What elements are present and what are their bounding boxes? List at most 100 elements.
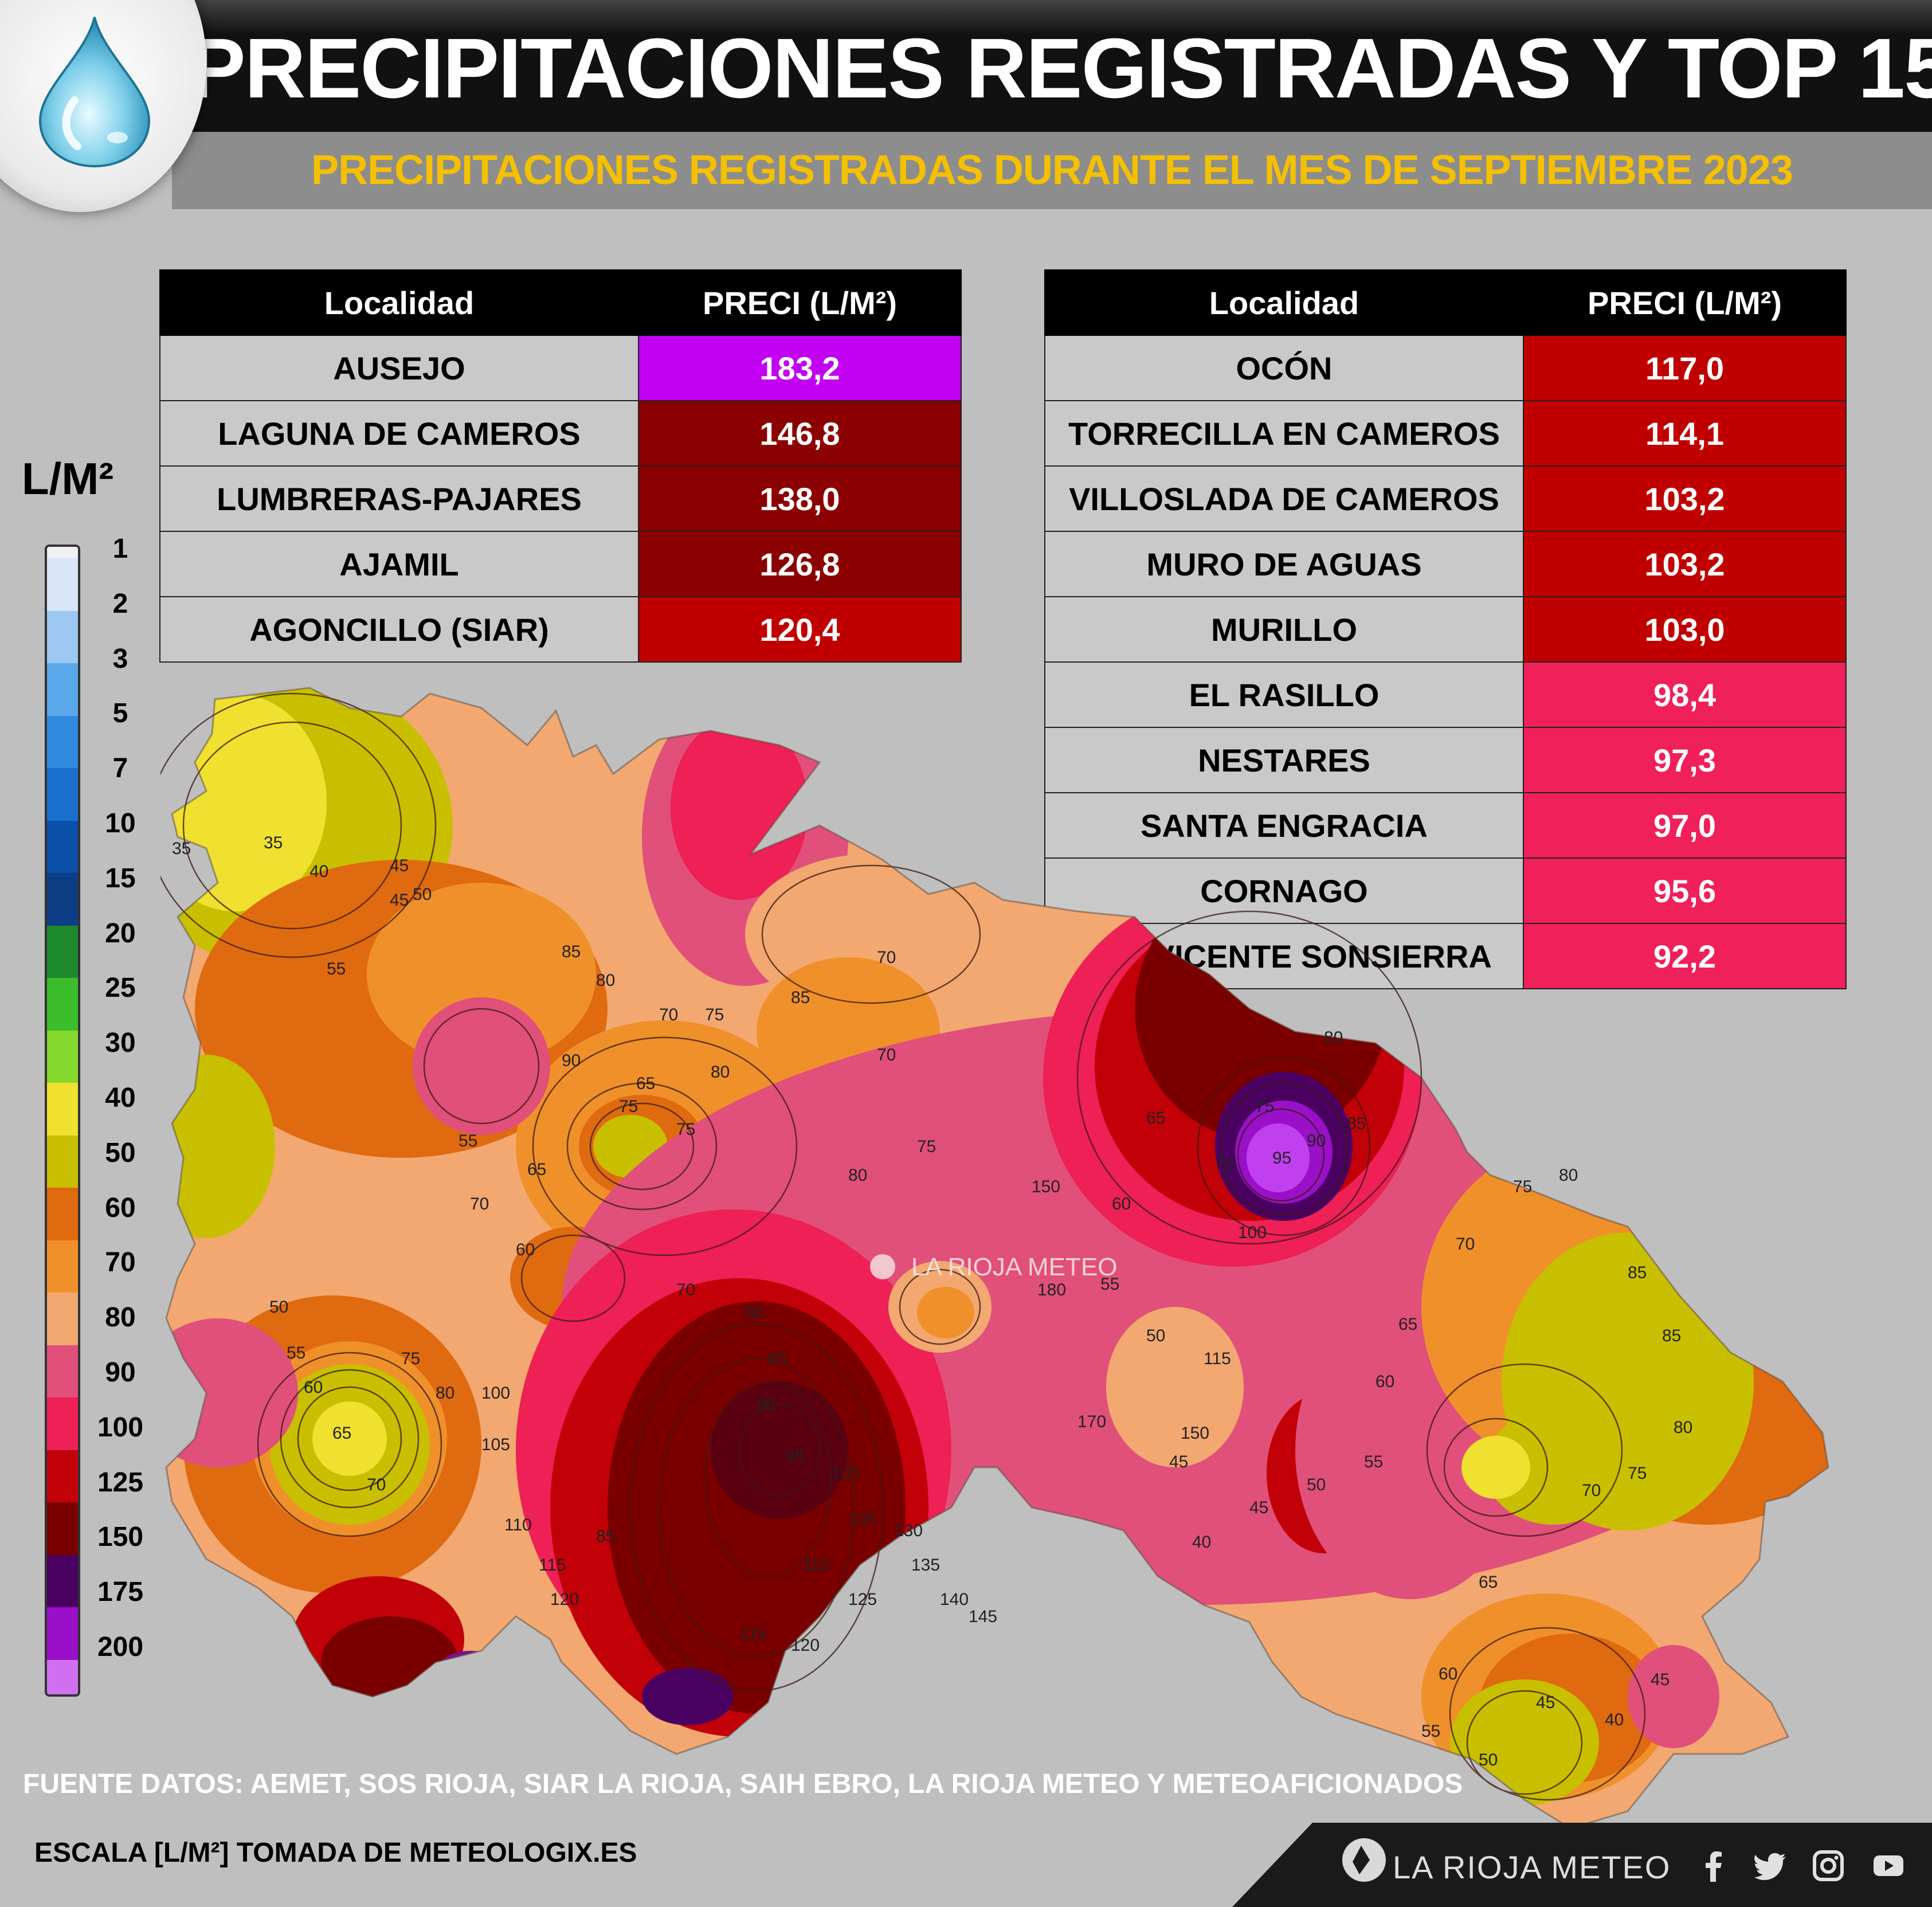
data-source-note: FUENTE DATOS: AEMET, SOS RIOJA, SIAR LA … — [23, 1769, 1463, 1799]
contour-label: 80 — [1559, 1166, 1578, 1185]
contour-label: 45 — [390, 856, 409, 875]
legend-label: 80 — [105, 1302, 136, 1333]
contour-label: 75 — [1255, 1097, 1274, 1116]
contour-label: 40 — [1192, 1533, 1211, 1552]
precip-value-cell: 117,0 — [1523, 335, 1847, 401]
legend-segment — [47, 978, 78, 1031]
column-header-precip: PRECI (L/M²) — [638, 269, 962, 336]
locality-cell: NESTARES — [1044, 727, 1524, 793]
contour-label: 50 — [1307, 1475, 1326, 1494]
twitter-icon[interactable] — [1754, 1849, 1788, 1883]
contour-label: 70 — [877, 948, 896, 967]
locality-cell: CORNAGO — [1044, 857, 1524, 924]
legend-label: 60 — [105, 1192, 136, 1223]
contour-label: 85 — [1347, 1114, 1366, 1133]
contour-label: 45 — [1536, 1693, 1555, 1712]
table-row: AGONCILLO (SIAR) 120,4 — [159, 596, 962, 663]
contour-label: 50 — [413, 885, 432, 904]
table-row: MURO DE AGUAS 103,2 — [1044, 531, 1847, 597]
legend-label: 70 — [105, 1247, 136, 1278]
legend-segment — [47, 1030, 78, 1083]
contour-label: 75 — [1513, 1177, 1532, 1196]
contour-label: 80 — [848, 1166, 867, 1185]
contour-label: 120 — [791, 1636, 820, 1655]
column-header-precip: PRECI (L/M²) — [1523, 269, 1847, 336]
legend-label: 15 — [105, 863, 136, 894]
contour-label: 115 — [539, 1556, 566, 1575]
contour-label: 150 — [1181, 1424, 1209, 1443]
contour-label: 55 — [327, 960, 346, 978]
contour-label: 100 — [831, 1464, 860, 1483]
legend-segment — [47, 715, 78, 769]
contour-label: 80 — [596, 971, 615, 990]
legend-label: 150 — [97, 1522, 144, 1553]
precipitation-map: 35 35404545505555606570758085908580657075… — [160, 687, 1829, 1830]
contour-label: 85 — [768, 1349, 787, 1368]
contour-label: 130 — [894, 1521, 923, 1540]
precip-value-cell: 95,6 — [1523, 857, 1847, 924]
contour-label: 65 — [527, 1160, 546, 1179]
contour-label: 95 — [785, 1447, 804, 1466]
contour-label: 170 — [1077, 1412, 1106, 1431]
contour-label: 65 — [1479, 1573, 1498, 1592]
legend-label: 50 — [105, 1137, 136, 1168]
contour-label: 70 — [659, 1005, 678, 1024]
contour-label: 60 — [1375, 1372, 1394, 1391]
contour-label: 135 — [911, 1556, 940, 1575]
top-table-right: Localidad PRECI (L/M²) OCÓN 117,0 TORRECIL… — [1044, 269, 1847, 989]
precip-value-cell: 138,0 — [638, 465, 962, 532]
legend-segment — [47, 1293, 78, 1345]
contour-label: 80 — [436, 1384, 454, 1403]
table-row: NESTARES 97,3 — [1044, 727, 1847, 793]
precip-value-cell: 183,2 — [638, 335, 962, 401]
contour-label: 65 — [1398, 1315, 1417, 1334]
contour-label: 115 — [739, 1624, 767, 1643]
table-row: MURILLO 103,0 — [1044, 596, 1847, 663]
column-header-locality: Localidad — [1044, 269, 1524, 336]
legend-segment — [47, 820, 78, 874]
contour-label: 90 — [757, 1395, 775, 1414]
contour-label: 50 — [269, 1298, 288, 1317]
legend-label: 125 — [97, 1467, 144, 1498]
contour-label: 150 — [1032, 1177, 1060, 1196]
legend-segment — [47, 1083, 78, 1135]
legend-label: 7 — [112, 753, 128, 784]
contour-label: 95 — [1272, 1149, 1291, 1168]
precip-value-cell: 146,8 — [638, 400, 962, 467]
contour-label: 45 — [390, 891, 409, 910]
contour-label: 70 — [1215, 1154, 1234, 1173]
table-row: SANTA ENGRACIA 97,0 — [1044, 792, 1847, 859]
legend-labels: 1 2 3 5 7 10 15 20 25 30 40 50 60 70 80 90 100 125 150 175 2… — [86, 533, 166, 1697]
contour-label: 90 — [1307, 1131, 1326, 1150]
locality-cell: MURILLO — [1044, 596, 1524, 663]
contour-label: 70 — [470, 1195, 489, 1213]
contour-label: 40 — [309, 862, 328, 881]
contour-labels: 35 35404545505555606570758085908580657075… — [172, 833, 1692, 1769]
contour-label: 55 — [1421, 1722, 1440, 1741]
contour-label: 50 — [1479, 1751, 1498, 1769]
precip-value-cell: 103,2 — [1523, 465, 1847, 532]
contour-label: 50 — [1146, 1326, 1165, 1345]
contour-lines — [160, 692, 1646, 1801]
precip-value-cell: 103,2 — [1523, 531, 1847, 597]
contour-label: 125 — [848, 1590, 877, 1609]
water-drop-icon — [38, 17, 151, 168]
table-row: LUMBRERAS-PAJARES 138,0 — [159, 465, 962, 532]
legend-label: 1 — [112, 534, 128, 564]
region-outline — [165, 687, 1829, 1830]
instagram-icon[interactable] — [1811, 1849, 1845, 1883]
precip-value-cell: 97,3 — [1523, 727, 1847, 793]
contour-label: 40 — [1605, 1710, 1624, 1729]
contour-label: 85 — [1662, 1326, 1681, 1345]
legend-segment — [47, 1659, 78, 1694]
locality-cell: OCÓN — [1044, 335, 1524, 401]
contour-label: 75 — [619, 1097, 638, 1116]
facebook-icon[interactable] — [1696, 1849, 1731, 1883]
contour-label: 75 — [917, 1137, 936, 1156]
watermark: LA RIOJA METEO — [870, 1253, 1117, 1281]
contour-label: 45 — [1651, 1670, 1670, 1689]
locality-cell: AGONCILLO (SIAR) — [159, 596, 639, 663]
legend-segment — [47, 1240, 78, 1293]
contour-label: 85 — [791, 988, 810, 1007]
youtube-icon[interactable] — [1871, 1849, 1906, 1883]
